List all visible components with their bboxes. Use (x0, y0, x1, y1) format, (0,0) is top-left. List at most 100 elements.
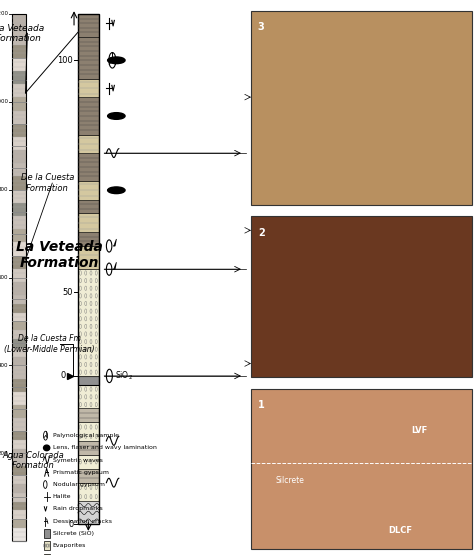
Bar (12, 110, 26, 124)
Text: Silcrete: Silcrete (276, 476, 305, 485)
Text: 1200: 1200 (0, 11, 9, 17)
Bar (12, 282, 26, 295)
Bar (44, 529, 50, 537)
Bar (78, 269, 99, 376)
Bar (12, 511, 26, 519)
Bar (12, 330, 26, 339)
Bar (12, 321, 26, 330)
Ellipse shape (108, 57, 125, 64)
Bar (12, 255, 26, 269)
Bar (12, 466, 26, 475)
Text: DLCF: DLCF (388, 526, 412, 535)
Bar (12, 269, 26, 282)
Text: Lens, flaser and wavy lamination: Lens, flaser and wavy lamination (53, 445, 156, 451)
Text: Symetric waves: Symetric waves (53, 457, 103, 463)
Bar (12, 405, 26, 418)
Bar (12, 190, 26, 203)
Bar (12, 312, 26, 321)
Text: Agua Colorada
Formation: Agua Colorada Formation (3, 451, 64, 470)
Bar (12, 163, 26, 176)
Text: La Veteada
Formation: La Veteada Formation (0, 24, 44, 43)
Bar (12, 97, 26, 110)
Bar (12, 84, 26, 97)
Bar (78, 200, 99, 214)
Bar (12, 431, 26, 440)
Bar (12, 379, 26, 392)
Bar (78, 232, 99, 246)
Text: Prismatic gypsum: Prismatic gypsum (53, 470, 109, 475)
Ellipse shape (108, 113, 125, 119)
Bar (78, 14, 99, 37)
Bar (44, 553, 50, 555)
Text: De la Cuesta Fm
(Lower-Middle Permian): De la Cuesta Fm (Lower-Middle Permian) (4, 335, 95, 354)
Bar (12, 295, 26, 304)
Bar (12, 216, 26, 229)
Bar (78, 455, 99, 469)
Text: Halite: Halite (53, 494, 71, 500)
Bar (12, 229, 26, 243)
Text: 600: 600 (0, 275, 9, 280)
Text: 200: 200 (0, 451, 9, 456)
Bar (12, 528, 26, 541)
Bar (12, 348, 26, 357)
Text: La Veteada
Formation: La Veteada Formation (16, 240, 103, 270)
Bar (78, 14, 99, 524)
Bar (78, 181, 99, 200)
Bar (12, 176, 26, 190)
Bar (12, 475, 26, 484)
Ellipse shape (44, 445, 50, 451)
Text: 1000: 1000 (0, 99, 9, 104)
Text: LVF: LVF (411, 426, 427, 435)
Text: SiO$_2$: SiO$_2$ (115, 370, 133, 382)
Bar (78, 134, 99, 153)
Bar (12, 339, 26, 348)
Bar (12, 440, 26, 449)
Bar (12, 449, 26, 458)
Bar (12, 150, 26, 163)
Bar (12, 137, 26, 150)
Bar (78, 408, 99, 422)
Text: Palynological sample: Palynological sample (53, 433, 119, 438)
Ellipse shape (108, 187, 125, 194)
Text: 2: 2 (258, 228, 264, 238)
Bar (12, 484, 26, 493)
Text: Nodular gypsum: Nodular gypsum (53, 482, 105, 487)
Text: 800: 800 (0, 187, 9, 192)
Bar (78, 483, 99, 501)
Bar (78, 385, 99, 408)
Text: 100: 100 (57, 56, 73, 65)
Bar (78, 422, 99, 441)
Bar (12, 71, 26, 84)
Text: 3: 3 (258, 22, 264, 32)
Text: Silcrete (SiO): Silcrete (SiO) (53, 531, 94, 536)
Text: 50: 50 (63, 288, 73, 297)
Bar (12, 32, 26, 44)
Text: Dessication cracks: Dessication cracks (53, 518, 112, 524)
Bar (12, 519, 26, 528)
Bar (12, 124, 26, 137)
Bar (78, 214, 99, 232)
Bar (12, 357, 26, 365)
Bar (78, 246, 99, 269)
Bar (78, 37, 99, 79)
Bar (12, 203, 26, 216)
Bar (78, 98, 99, 134)
Bar (78, 441, 99, 455)
Text: Evaporites: Evaporites (53, 543, 86, 548)
Bar (12, 502, 26, 511)
Text: 0: 0 (68, 520, 73, 529)
Bar (78, 469, 99, 483)
Text: De la Cuesta
Formation: De la Cuesta Formation (20, 174, 74, 193)
Bar (12, 14, 26, 32)
Bar (44, 542, 50, 549)
Text: 1: 1 (258, 400, 264, 410)
Bar (78, 376, 99, 385)
Bar (12, 458, 26, 466)
Bar (12, 243, 26, 255)
Bar (12, 365, 26, 379)
Bar (251, 216, 472, 377)
Bar (78, 501, 99, 524)
Bar (12, 14, 26, 541)
Text: Rain dropmarks: Rain dropmarks (53, 506, 102, 512)
Bar (12, 392, 26, 405)
